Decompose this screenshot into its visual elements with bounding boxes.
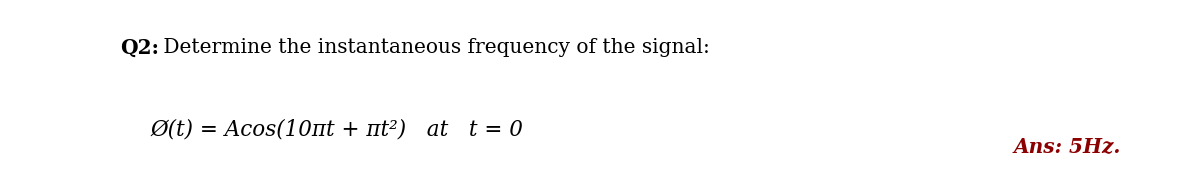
Text: Ø(t) = Acos(10πt + πt²)   at   t = 0: Ø(t) = Acos(10πt + πt²) at t = 0 <box>150 118 523 140</box>
Text: Q2:: Q2: <box>120 38 158 58</box>
Text: Determine the instantaneous frequency of the signal:: Determine the instantaneous frequency of… <box>157 38 710 57</box>
Text: Ans: 5Hz.: Ans: 5Hz. <box>1014 137 1121 157</box>
